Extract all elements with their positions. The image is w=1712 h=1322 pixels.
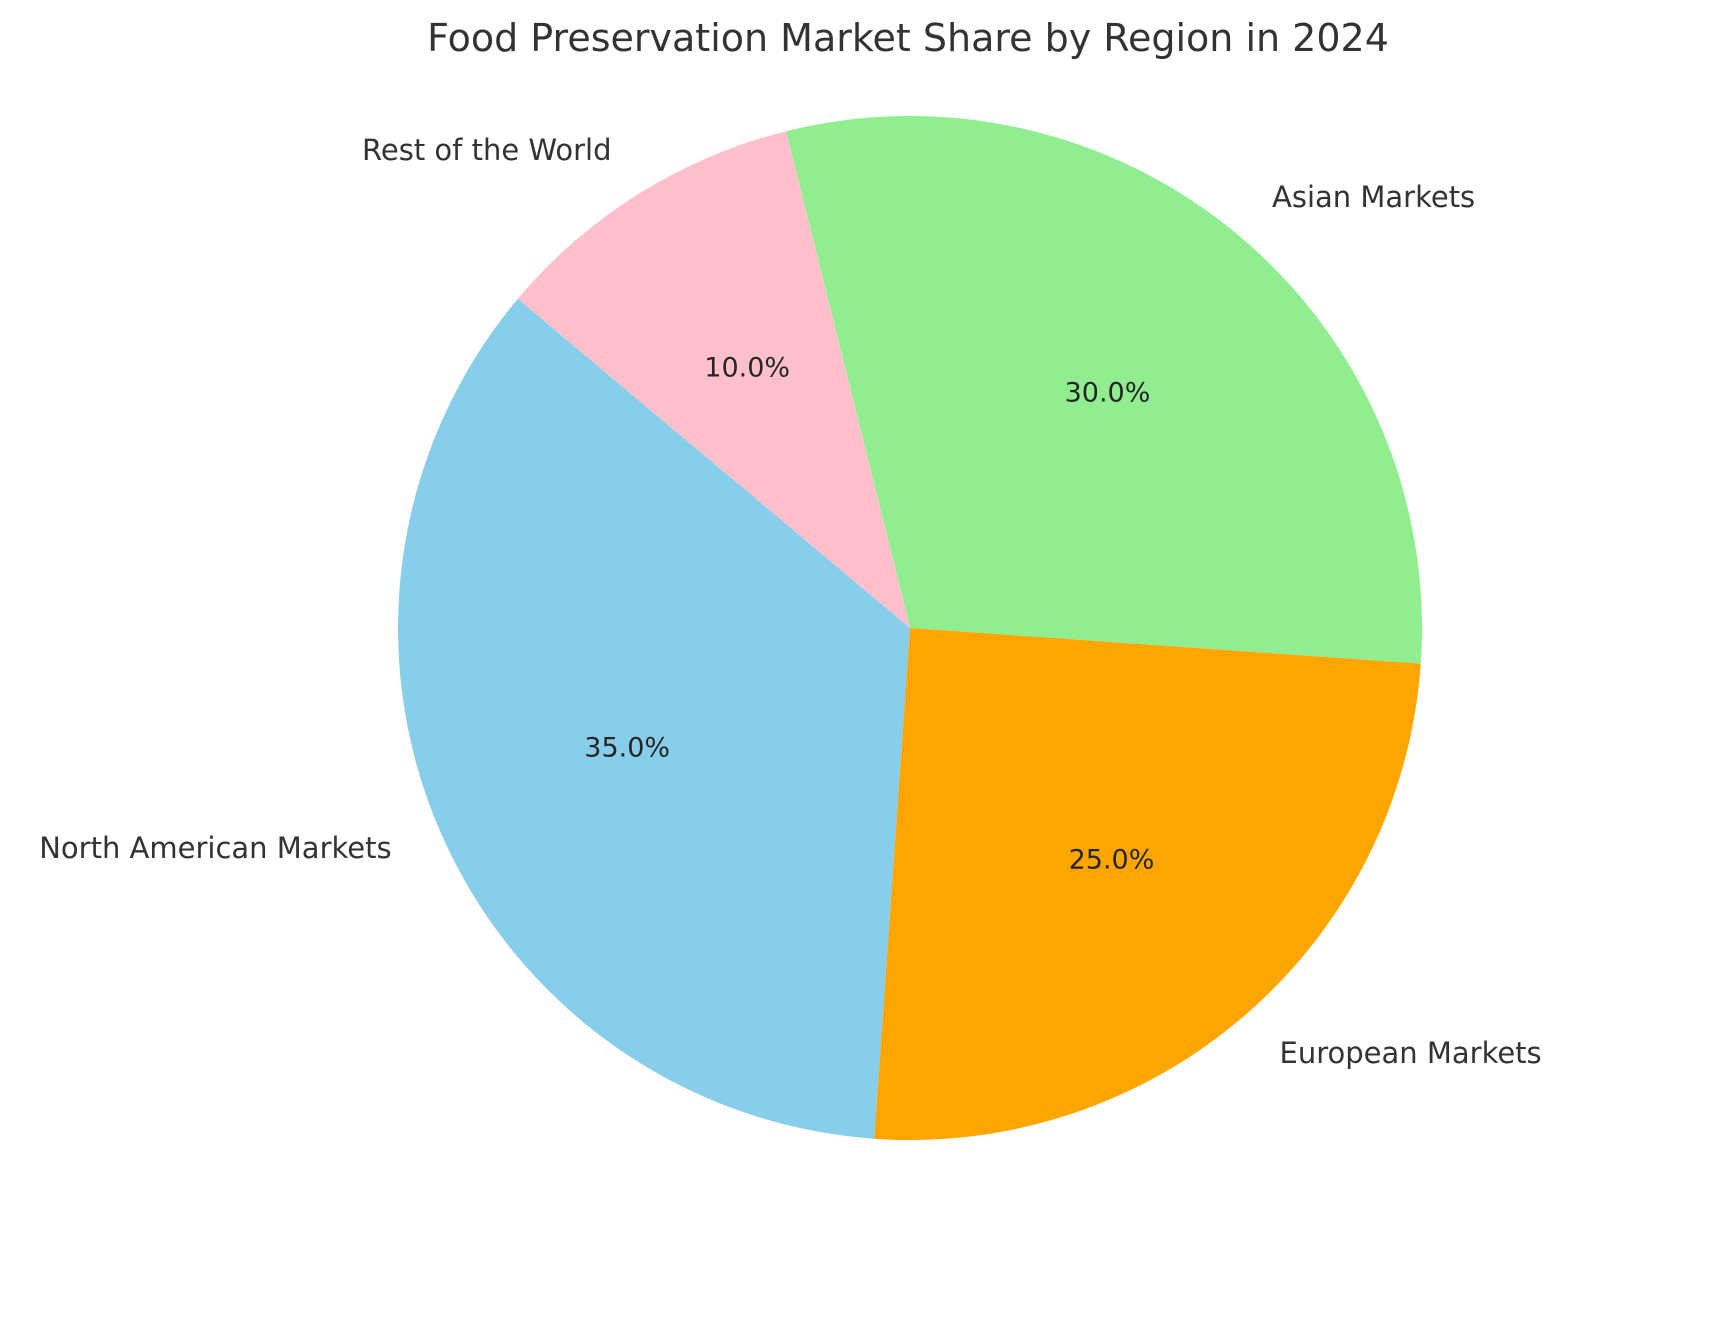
pie-slice-3 [874, 628, 1421, 1140]
pie-slice-0 [786, 116, 1422, 664]
pie-slice-2 [398, 298, 910, 1139]
chart-title: Food Preservation Market Share by Region… [427, 16, 1389, 60]
pie-slice-1 [517, 131, 910, 628]
